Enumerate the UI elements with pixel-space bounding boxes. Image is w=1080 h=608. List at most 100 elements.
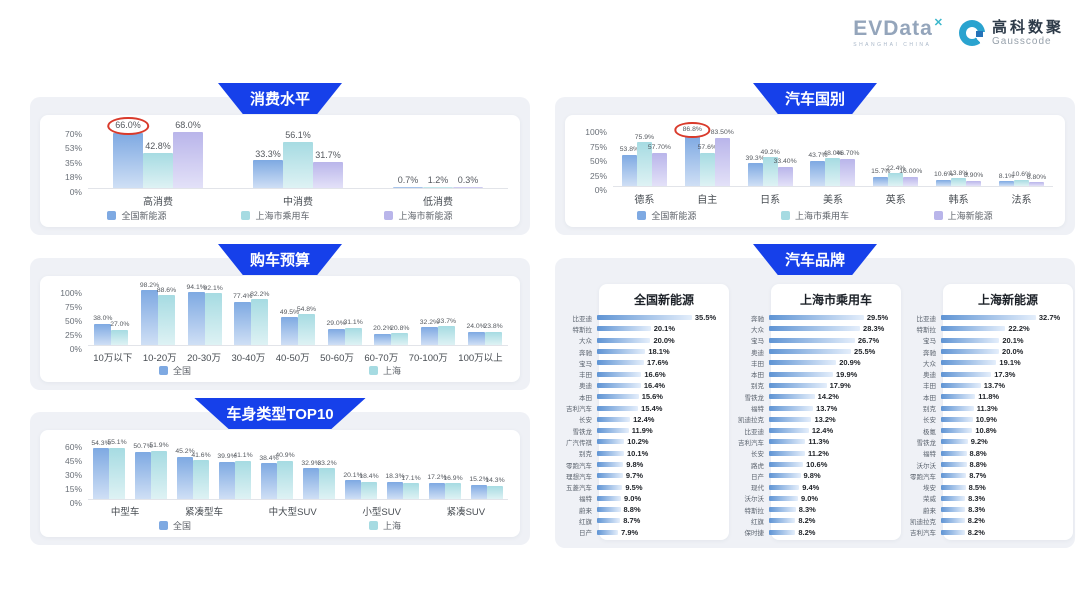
brand-bar [941,360,997,366]
chart-title-banner: 汽车国别 [752,83,878,114]
brand-row: 奔驰 20.0% [905,346,1073,357]
brand-bar-area: 16.6% [597,370,729,379]
bar-value-label: 32.2% [419,318,440,326]
bar: 45.2% [175,448,195,499]
bar-value-label: 14.3% [485,477,505,485]
bar: 43.7% [808,152,828,186]
brand-bar [941,337,1000,343]
brand-bar-area: 8.7% [941,471,1073,480]
bar-group: 53.8% 75.9% 57.70% [620,129,671,186]
brand-value-label: 20.9% [839,358,861,368]
y-axis-tick: 100% [60,288,82,298]
brand-bar [769,315,864,321]
brand-label: 特斯拉 [916,326,937,334]
bar-value-label: 55.1% [107,439,127,447]
brand-label: 零跑汽车 [910,473,936,481]
brand-value-label: 10.2% [627,437,649,447]
brand-label: 日产 [579,530,592,538]
brand-value-label: 8.2% [967,527,985,537]
legend: 全国新能源 上海市乘用车 上海市新能源 [70,209,490,222]
bar-value-label: 33.3% [255,148,281,159]
brand-bar [941,462,967,467]
brand-bar-area: 11.9% [597,426,729,435]
brand-bar-area: 9.0% [597,494,729,503]
bar-value-label: 46.70% [836,150,860,158]
brand-bar-area: 9.7% [597,471,729,480]
bar: 31.1% [343,319,363,345]
brand-bar [597,484,623,490]
brand-bar-area: 9.0% [769,494,901,503]
brand-bar-area: 17.3% [941,370,1073,379]
brand-bar-area: 10.8% [941,426,1073,435]
bar: 18.3% [385,473,405,499]
brand-value-label: 26.7% [857,335,880,345]
brand-label: 现代 [751,485,764,493]
bar-group: 86.8% 57.6% 83.50% [674,122,734,186]
bar: 23.8% [483,323,503,345]
bar: 49.5% [280,309,299,345]
brand-label: 长安 [923,417,936,425]
brand-bar [941,495,966,501]
brand-bar [597,349,646,355]
brand-value-label: 10.1% [626,448,649,458]
brand-bar [941,529,965,535]
brand-bar-area: 8.2% [941,528,1073,537]
brand-label: 宝马 [579,360,592,368]
bar-group: 94.1% 92.1% [187,284,223,345]
legend-label: 上海市乘用车 [794,211,849,221]
brand-label: 路虎 [751,462,764,470]
bar: 50.7% [133,443,153,499]
brand-panel: 全国新能源 比亚迪 35.5% 特斯拉 20.1% 大众 20.0% 奔驰 18.1% 宝马 17.… [561,284,729,540]
bar-value-label: 22.4% [886,164,906,172]
bar-group: 39.3% 49.2% 33.40% [745,129,797,186]
category-axis: 德系 自主 日系 美系 英系 韩系 法系 [613,191,1053,206]
bar-value-label: 51.9% [149,442,169,450]
brand-bar-area: 19.1% [941,358,1073,367]
category-label: 70-100万 [408,353,448,364]
bar-value-label: 33.40% [773,158,797,166]
evdata-tagline: SHANGHAI CHINA [853,42,932,48]
category-label: 60-70万 [364,353,399,364]
bar-group: 24.0% 23.8% [466,290,503,345]
bar: 1.2% [423,175,453,188]
brand-bar [769,450,806,456]
brand-row: 吉利汽车 11.3% [733,436,901,447]
bar-value-label: 10.6% [934,171,954,179]
bar-value-label: 20.8% [390,324,410,332]
brand-row: 比亚迪 32.7% [905,312,1073,323]
brand-bar-area: 10.6% [769,460,901,469]
brand-row: 本田 19.9% [733,368,901,380]
brand-label: 凯迪拉克 [910,518,936,526]
bar: 53.8% [620,146,639,186]
brand-bar-area: 20.1% [597,324,729,333]
plot-area: 100% 75% 50% 25% 0% 53.8% 75.9% 57.70% 86.8% 57.6… [585,122,1053,195]
bar: 94.1% [187,284,206,345]
category-label: 小型SUV [362,507,401,518]
category-label: 20-30万 [187,353,221,364]
brand-bar [941,315,1036,321]
y-axis-tick: 50% [589,156,607,166]
bar-value-label: 32.9% [301,459,321,467]
brand-bar [769,371,834,377]
brand-value-label: 17.3% [994,369,1016,379]
bar: 33.3% [253,149,283,188]
brand-bar [597,405,639,411]
bar: 51.9% [149,442,169,499]
brand-label: 丰田 [579,372,592,380]
brand-label: 别克 [751,383,764,391]
bar: 32.9% [301,460,321,499]
bar-value-label: 41.6% [191,451,211,459]
bar: 20.2% [373,325,392,345]
gausscode-name-en: Gausscode [991,36,1052,47]
brand-bar-area: 15.6% [597,392,729,401]
brand-label: 丰田 [751,360,764,368]
bar: 41.1% [233,452,253,499]
brand-panel-title: 上海市乘用车 [799,293,872,307]
category-label: 高消费 [143,197,173,208]
bar-value-label: 92.1% [203,284,223,292]
brand-value-label: 8.3% [798,505,816,515]
brand-value-label: 8.7% [969,471,987,481]
category-label: 紧凑SUV [446,507,486,518]
brand-label: 宝马 [923,338,936,346]
bar-group: 50.7% 51.9% [133,442,169,499]
